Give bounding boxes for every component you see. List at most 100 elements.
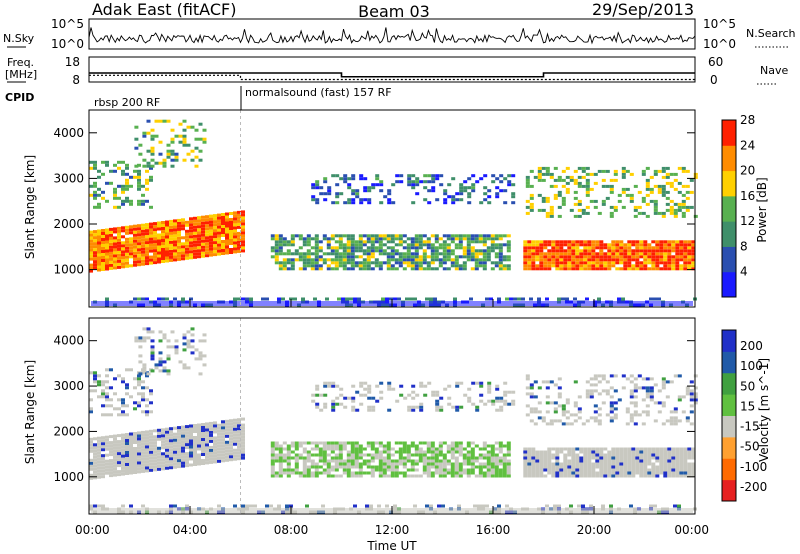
scatter-cell: [346, 234, 351, 238]
scatter-cell: [511, 192, 516, 196]
scatter-cell: [221, 459, 225, 463]
scatter-cell: [141, 457, 145, 461]
scatter-cell: [141, 445, 145, 449]
scatter-cell: [399, 393, 404, 397]
scatter-cell: [641, 377, 646, 381]
scatter-cell: [447, 183, 452, 187]
scatter-cell: [685, 419, 690, 423]
scatter-cell: [270, 441, 275, 445]
scatter-cell: [149, 462, 153, 466]
scatter-cell: [591, 462, 596, 466]
scatter-cell: [571, 252, 576, 256]
scatter-cell: [555, 246, 560, 250]
scatter-cell: [117, 470, 121, 474]
scatter-cell: [141, 433, 145, 437]
scatter-cell: [178, 134, 183, 138]
scatter-cell: [541, 199, 546, 203]
scatter-cell: [691, 447, 696, 451]
scatter-cell: [117, 413, 121, 417]
scatter-cell: [603, 453, 608, 457]
scatter-cell: [353, 504, 357, 508]
scatter-cell: [354, 459, 359, 463]
scatter-cell: [229, 434, 233, 438]
scatter-cell: [125, 261, 129, 265]
scatter-cell: [149, 243, 153, 247]
scatter-cell: [422, 261, 427, 265]
scatter-cell: [427, 201, 432, 205]
scatter-cell: [97, 457, 101, 461]
scatter-cell: [374, 264, 379, 268]
scatter-cell: [278, 243, 283, 247]
power-colorbar-tick: 8: [740, 239, 748, 253]
scatter-cell: [197, 240, 201, 244]
scatter-cell: [193, 457, 197, 460]
scatter-cell: [338, 252, 343, 256]
scatter-cell: [627, 255, 632, 259]
scatter-cell: [205, 233, 209, 237]
noise-left-tick-bottom: 10^0: [51, 37, 84, 51]
scatter-cell: [589, 172, 594, 176]
scatter-cell: [462, 459, 467, 463]
scatter-cell: [426, 474, 431, 478]
scatter-cell: [398, 471, 403, 475]
scatter-cell: [346, 240, 351, 244]
scatter-cell: [434, 255, 439, 259]
scatter-cell: [278, 246, 283, 250]
scatter-cell: [331, 381, 336, 385]
scatter-cell: [446, 462, 451, 466]
scatter-cell: [334, 264, 339, 268]
scatter-cell: [105, 438, 109, 442]
scatter-cell: [601, 389, 606, 393]
scatter-cell: [434, 450, 439, 454]
scatter-cell: [502, 255, 507, 259]
scatter-cell: [375, 177, 380, 181]
scatter-cell: [577, 181, 582, 185]
scatter-cell: [327, 384, 332, 388]
scatter-cell: [543, 474, 548, 478]
scatter-cell: [458, 444, 463, 448]
scatter-cell: [529, 184, 534, 188]
scatter-cell: [177, 444, 181, 448]
scatter-cell: [462, 249, 467, 253]
scatter-cell: [551, 462, 556, 466]
scatter-cell: [93, 257, 97, 261]
scatter-cell: [693, 392, 698, 396]
scatter-cell: [335, 396, 340, 400]
scatter-cell: [209, 460, 213, 464]
velocity-colorbar-tick: 200: [740, 339, 763, 353]
scatter-cell: [442, 261, 447, 265]
scatter-cell: [398, 441, 403, 445]
scatter-cell: [286, 453, 291, 457]
scatter-cell: [506, 255, 511, 259]
scatter-cell: [619, 459, 624, 463]
scatter-cell: [490, 450, 495, 454]
scatter-cell: [595, 240, 600, 244]
scatter-cell: [113, 461, 117, 465]
scatter-cell: [507, 390, 512, 394]
scatter-cell: [583, 243, 588, 247]
scatter-cell: [683, 471, 688, 475]
scatter-cell: [621, 190, 626, 194]
scatter-cell: [330, 474, 335, 478]
scatter-cell: [575, 258, 580, 262]
scatter-cell: [506, 444, 511, 448]
scatter-cell: [637, 374, 642, 378]
scatter-cell: [663, 447, 668, 451]
scatter-cell: [667, 447, 672, 451]
scatter-cell: [591, 450, 596, 454]
scatter-cell: [357, 297, 361, 301]
scatter-cell: [149, 222, 153, 226]
scatter-cell: [189, 235, 193, 239]
scatter-cell: [559, 252, 564, 256]
scatter-cell: [607, 243, 612, 247]
scatter-cell: [407, 405, 412, 409]
scatter-cell: [663, 240, 668, 244]
scatter-cell: [157, 242, 161, 246]
scatter-cell: [402, 252, 407, 256]
scatter-cell: [643, 255, 648, 259]
scatter-cell: [623, 246, 628, 250]
scatter-cell: [677, 205, 682, 209]
scatter-cell: [506, 258, 511, 262]
scatter-cell: [410, 261, 415, 265]
scatter-cell: [469, 297, 473, 301]
